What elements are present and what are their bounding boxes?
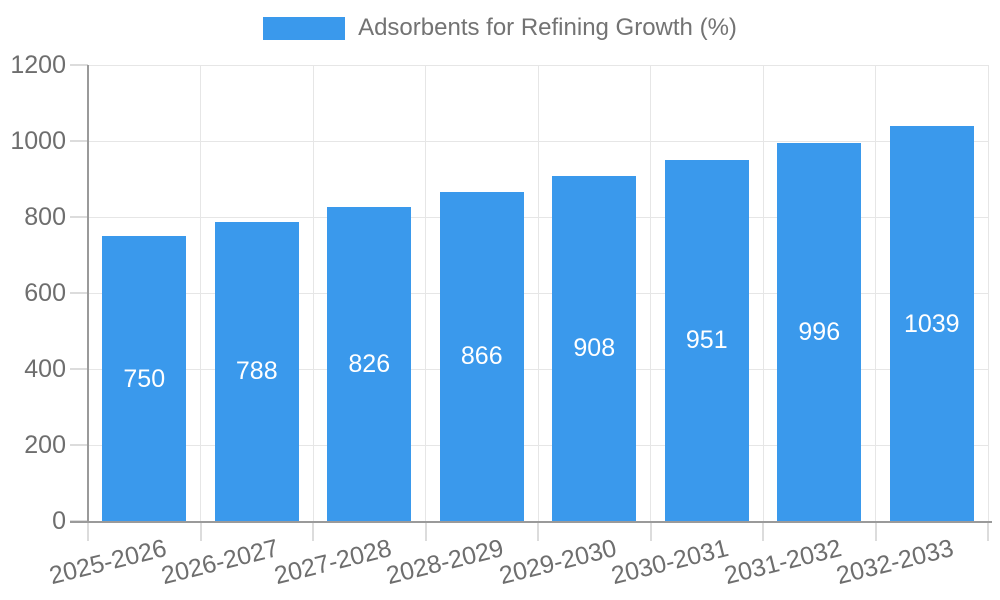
y-axis-tick-mark	[70, 444, 88, 446]
bar-value-label: 1039	[903, 309, 960, 338]
x-axis-tick-mark	[87, 521, 89, 541]
x-axis-tick-label: 2025-2026	[46, 534, 170, 591]
legend-label: Adsorbents for Refining Growth (%)	[358, 14, 737, 41]
y-axis-tick-mark	[70, 292, 88, 294]
y-axis-tick-mark	[70, 140, 88, 142]
x-axis-tick-mark	[649, 521, 652, 541]
gridline-vertical	[762, 65, 764, 521]
y-axis-tick-mark	[70, 64, 88, 66]
x-axis-tick-label: 2028-2029	[383, 534, 507, 591]
x-axis-tick-label: 2031-2032	[721, 534, 845, 591]
bar	[777, 142, 862, 521]
y-axis-tick-label: 800	[24, 203, 66, 231]
gridline-vertical	[650, 65, 651, 521]
x-axis-tick-label: 2030-2031	[608, 534, 732, 591]
bar-value-label: 788	[235, 357, 278, 386]
x-axis-tick-mark	[199, 521, 202, 541]
x-axis-line	[70, 521, 992, 523]
x-axis-tick-label: 2027-2028	[271, 534, 395, 591]
legend-color-swatch-icon	[263, 16, 346, 40]
gridline-vertical	[537, 65, 539, 521]
bar	[327, 207, 412, 521]
y-axis-tick-label: 0	[52, 507, 66, 535]
x-axis-tick-mark	[874, 521, 877, 541]
y-axis-tick-label: 1200	[10, 51, 66, 79]
x-axis-tick-mark	[987, 521, 989, 541]
bar	[439, 191, 524, 521]
y-axis-tick-mark	[70, 368, 88, 370]
y-axis-tick-label: 200	[24, 431, 66, 459]
bar-value-label: 996	[798, 317, 841, 346]
y-axis-tick-label: 600	[24, 279, 66, 307]
y-axis-tick-label: 1000	[10, 127, 66, 155]
x-axis-tick-mark	[312, 521, 314, 541]
bar	[102, 236, 187, 521]
x-axis-tick-label: 2029-2030	[496, 534, 620, 591]
y-axis-tick-label: 400	[24, 355, 66, 383]
chart-legend: Adsorbents for Refining Growth (%)	[0, 14, 1000, 42]
gridline-vertical	[425, 65, 426, 521]
bar-value-label: 826	[348, 350, 391, 379]
gridline-vertical	[312, 65, 314, 521]
gridline-vertical	[875, 65, 876, 521]
bar	[664, 159, 749, 521]
legend-item[interactable]: Adsorbents for Refining Growth (%)	[263, 14, 737, 42]
gridline-vertical	[200, 65, 201, 521]
x-axis-tick-label: 2026-2027	[158, 534, 282, 591]
x-axis-tick-mark	[424, 521, 427, 541]
gridline-vertical	[987, 65, 989, 521]
y-axis-line	[87, 65, 89, 523]
bar-value-label: 908	[573, 334, 616, 363]
bar-value-label: 866	[460, 342, 503, 371]
bar-value-label: 750	[123, 364, 166, 393]
bar	[889, 126, 974, 521]
x-axis-tick-label: 2032-2033	[833, 534, 957, 591]
bar	[552, 175, 637, 521]
y-axis-tick-mark	[70, 216, 88, 218]
bar	[214, 221, 299, 521]
x-axis-tick-mark	[762, 521, 764, 541]
x-axis-tick-mark	[537, 521, 539, 541]
bar-value-label: 951	[685, 326, 728, 355]
